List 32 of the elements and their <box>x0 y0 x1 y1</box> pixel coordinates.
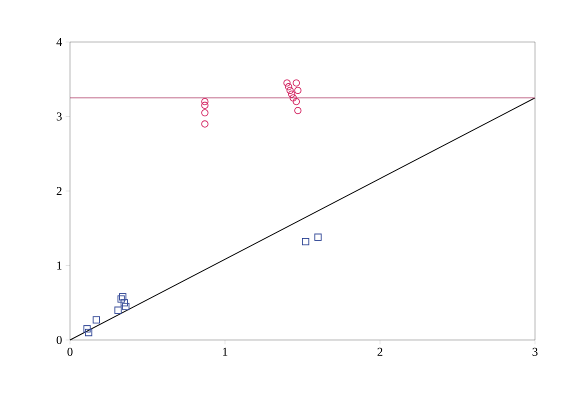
point <box>314 234 322 241</box>
point <box>201 102 208 109</box>
point <box>119 293 126 300</box>
point <box>294 106 302 114</box>
x-tick-label: 0 <box>67 348 73 356</box>
point <box>122 302 130 310</box>
point <box>201 120 208 128</box>
y-tick-label: 2 <box>56 187 62 195</box>
point <box>84 328 92 336</box>
x-tick-label: 2 <box>378 348 382 356</box>
y-tick-label: 0 <box>56 336 62 344</box>
point <box>118 295 125 303</box>
point <box>114 306 122 314</box>
point <box>83 325 91 332</box>
point <box>294 86 302 94</box>
x-tick-label: 3 <box>532 348 538 356</box>
point <box>92 316 100 324</box>
x-tick-label: 1 <box>223 348 228 356</box>
y-tick-label: 4 <box>56 38 62 46</box>
point <box>292 79 300 87</box>
y-tick-label: 1 <box>57 262 62 270</box>
point <box>201 109 208 116</box>
point <box>288 90 296 98</box>
point <box>290 94 297 102</box>
y-tick-label: 3 <box>56 112 62 121</box>
point <box>283 79 291 87</box>
point <box>292 98 300 106</box>
point <box>120 299 128 306</box>
point <box>302 238 310 246</box>
point <box>286 86 294 94</box>
point <box>201 98 208 106</box>
point <box>284 83 292 90</box>
